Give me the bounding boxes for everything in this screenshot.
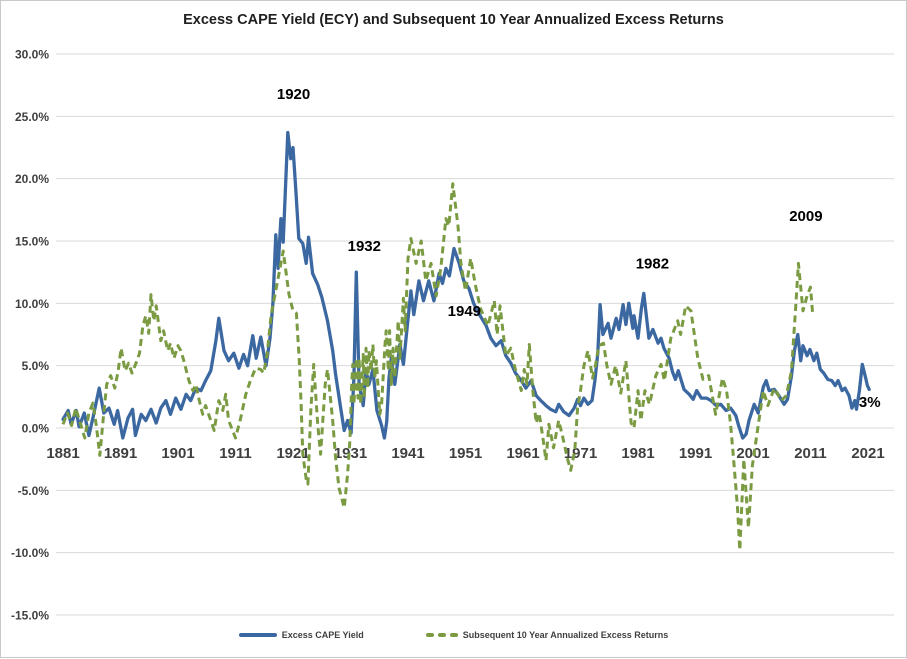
x-tick-label: 2021 xyxy=(851,445,884,462)
dash-icon xyxy=(425,633,434,637)
series-line-ecy xyxy=(61,130,871,440)
x-tick-label: 1961 xyxy=(506,445,539,462)
y-tick-label: 25.0% xyxy=(15,110,49,124)
chart-title: Excess CAPE Yield (ECY) and Subsequent 1… xyxy=(183,12,724,28)
annotation-1932: 1932 xyxy=(348,238,381,255)
x-tick-label: 1911 xyxy=(219,445,252,462)
y-tick-label: 5.0% xyxy=(22,359,50,373)
legend-label-excess-cape-yield: Excess CAPE Yield xyxy=(281,630,364,640)
legend-item-subsequent-returns: Subsequent 10 Year Annualized Excess Ret… xyxy=(425,630,669,640)
solid-line-icon xyxy=(238,633,277,637)
annotation-1982: 1982 xyxy=(636,255,669,272)
y-tick-label: -5.0% xyxy=(18,484,50,498)
y-tick-label: 0.0% xyxy=(22,422,50,436)
x-tick-label: 1951 xyxy=(449,445,482,462)
y-tick-label: -10.0% xyxy=(11,546,49,560)
x-tick-label: 1891 xyxy=(104,445,137,462)
x-tick-label: 1991 xyxy=(679,445,712,462)
x-tick-label: 2011 xyxy=(794,445,827,462)
y-tick-label: 10.0% xyxy=(15,297,49,311)
legend-marker-dashed-line xyxy=(425,633,458,637)
x-tick-label: 1901 xyxy=(161,445,194,462)
series-line-returns xyxy=(61,182,815,552)
legend-label-subsequent-returns: Subsequent 10 Year Annualized Excess Ret… xyxy=(462,630,669,640)
dash-icon xyxy=(449,633,458,637)
y-tick-label: 20.0% xyxy=(15,172,49,186)
x-tick-label: 1981 xyxy=(621,445,654,462)
x-tick-label: 1921 xyxy=(276,445,309,462)
dash-icon xyxy=(437,633,446,637)
y-tick-label: 15.0% xyxy=(15,234,49,248)
y-tick-label: 30.0% xyxy=(15,47,49,61)
annotation-1920: 1920 xyxy=(277,86,310,103)
x-tick-label: 1941 xyxy=(391,445,424,462)
annotation-2009: 2009 xyxy=(789,208,822,225)
legend: Excess CAPE Yield Subsequent 10 Year Ann… xyxy=(1,630,906,640)
annotation-1949: 1949 xyxy=(448,303,481,320)
legend-marker-solid-line xyxy=(238,633,277,637)
legend-item-excess-cape-yield: Excess CAPE Yield xyxy=(238,630,364,640)
x-tick-label: 1881 xyxy=(46,445,79,462)
annotation-3pct: 3% xyxy=(859,394,881,411)
y-tick-label: -15.0% xyxy=(11,609,49,623)
